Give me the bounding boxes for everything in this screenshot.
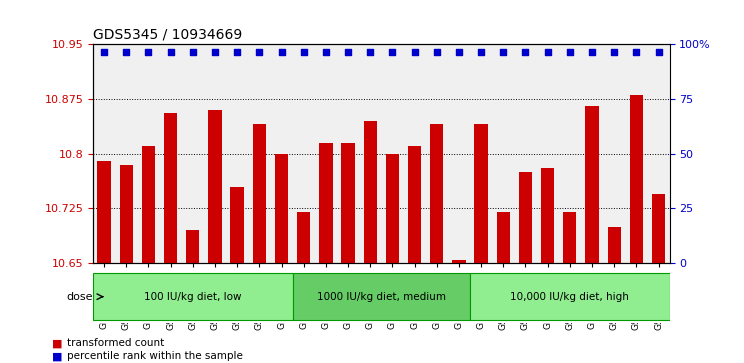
Bar <box>275 154 288 264</box>
Point <box>121 49 132 55</box>
Bar <box>120 164 133 264</box>
Point <box>254 49 266 55</box>
Bar <box>608 227 620 264</box>
Bar <box>541 168 554 264</box>
Point <box>652 49 664 55</box>
Point <box>542 49 554 55</box>
Bar <box>231 187 244 264</box>
Bar <box>186 231 199 264</box>
Bar <box>319 143 333 264</box>
Point <box>519 49 531 55</box>
Point <box>386 49 398 55</box>
Point <box>187 49 199 55</box>
Point <box>586 49 598 55</box>
Bar <box>253 124 266 264</box>
Bar <box>563 212 577 264</box>
Point <box>608 49 620 55</box>
Text: 10,000 IU/kg diet, high: 10,000 IU/kg diet, high <box>510 292 629 302</box>
Bar <box>164 113 177 264</box>
Text: GDS5345 / 10934669: GDS5345 / 10934669 <box>93 27 243 41</box>
Text: 1000 IU/kg diet, medium: 1000 IU/kg diet, medium <box>317 292 446 302</box>
Bar <box>519 172 532 264</box>
Text: percentile rank within the sample: percentile rank within the sample <box>67 351 243 361</box>
Point <box>209 49 221 55</box>
FancyBboxPatch shape <box>93 273 292 321</box>
Text: ■: ■ <box>52 338 62 348</box>
Text: 100 IU/kg diet, low: 100 IU/kg diet, low <box>144 292 242 302</box>
Point <box>475 49 487 55</box>
Point <box>564 49 576 55</box>
Point <box>98 49 110 55</box>
Point <box>453 49 465 55</box>
Point <box>431 49 443 55</box>
FancyBboxPatch shape <box>292 273 470 321</box>
Bar <box>364 121 377 264</box>
Bar <box>652 194 665 264</box>
Text: dose: dose <box>66 292 93 302</box>
Bar <box>385 154 399 264</box>
Point <box>231 49 243 55</box>
Bar <box>142 146 155 264</box>
Point <box>275 49 287 55</box>
Text: transformed count: transformed count <box>67 338 164 348</box>
Bar <box>629 95 643 264</box>
Point <box>408 49 420 55</box>
Point <box>342 49 354 55</box>
Point <box>630 49 642 55</box>
Point <box>164 49 176 55</box>
Point <box>365 49 376 55</box>
Bar <box>475 124 488 264</box>
Bar <box>297 212 310 264</box>
Text: ■: ■ <box>52 351 62 361</box>
Bar <box>97 161 111 264</box>
Bar <box>208 110 222 264</box>
Bar <box>452 260 466 264</box>
Bar <box>586 106 599 264</box>
Point <box>143 49 155 55</box>
Bar <box>408 146 421 264</box>
Point <box>298 49 310 55</box>
Bar <box>341 143 355 264</box>
FancyBboxPatch shape <box>470 273 670 321</box>
Bar <box>497 212 510 264</box>
Point <box>497 49 509 55</box>
Bar <box>430 124 443 264</box>
Point <box>320 49 332 55</box>
